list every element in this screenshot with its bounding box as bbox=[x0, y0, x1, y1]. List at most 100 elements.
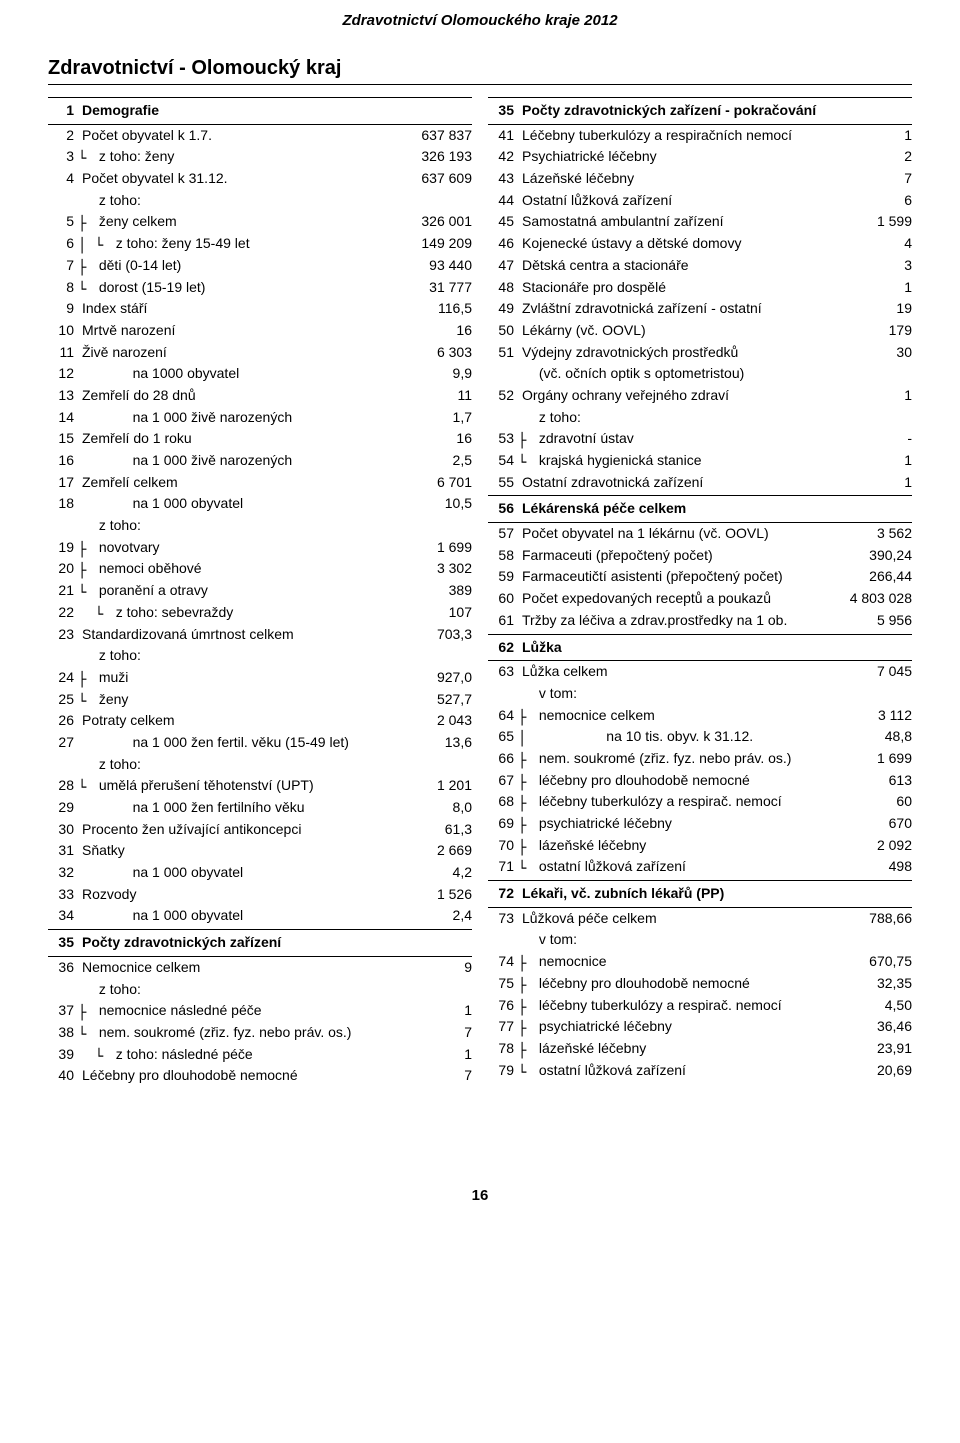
row-label: z toho: bbox=[99, 190, 462, 212]
row-label: na 1 000 živě narozených bbox=[133, 407, 443, 429]
row-label: Léčebny tuberkulózy a respiračních nemoc… bbox=[522, 125, 894, 147]
table-row: 33Rozvody1 526 bbox=[48, 884, 472, 906]
row-value: 3 302 bbox=[431, 558, 472, 580]
row-number: 20 bbox=[48, 558, 74, 580]
table-row: 38└ nem. soukromé (zřiz. fyz. nebo práv.… bbox=[48, 1022, 472, 1044]
row-label: Lůžková péče celkem bbox=[522, 908, 859, 930]
table-row: 71└ ostatní lůžková zařízení498 bbox=[488, 856, 912, 878]
row-number: 4 bbox=[48, 168, 74, 190]
row-number: 48 bbox=[488, 277, 514, 299]
row-label: Demografie bbox=[82, 100, 462, 122]
row-number: 31 bbox=[48, 840, 74, 862]
table-row: 66├ nem. soukromé (zřiz. fyz. nebo práv.… bbox=[488, 748, 912, 770]
row-number: 8 bbox=[48, 277, 74, 299]
row-value: 30 bbox=[890, 342, 912, 364]
tree-indent: └ bbox=[78, 695, 95, 709]
table-row: 22 └ z toho: sebevraždy107 bbox=[48, 602, 472, 624]
table-row: 65│ na 10 tis. obyv. k 31.12.48,8 bbox=[488, 726, 912, 748]
row-value: 1 699 bbox=[871, 748, 912, 770]
region-title: Zdravotnictví - Olomoucký kraj bbox=[48, 57, 912, 85]
row-label: léčebny tuberkulózy a respirač. nemocí bbox=[539, 995, 875, 1017]
row-number: 2 bbox=[48, 125, 74, 147]
tree-indent bbox=[78, 499, 129, 513]
table-row: 8└ dorost (15-19 let)31 777 bbox=[48, 277, 472, 299]
row-number: 73 bbox=[488, 908, 514, 930]
row-label: Zemřelí celkem bbox=[82, 472, 427, 494]
page-number: 16 bbox=[48, 1187, 912, 1204]
tree-indent bbox=[518, 689, 535, 703]
row-label: Farmaceutičtí asistenti (přepočtený poče… bbox=[522, 566, 859, 588]
row-number: 55 bbox=[488, 472, 514, 494]
row-number: 76 bbox=[488, 995, 514, 1017]
table-row: z toho: bbox=[48, 979, 472, 1001]
table-row: 16 na 1 000 živě narozených2,5 bbox=[48, 450, 472, 472]
row-value: 1 699 bbox=[431, 537, 472, 559]
table-row: 45Samostatná ambulantní zařízení1 599 bbox=[488, 211, 912, 233]
table-row: 48Stacionáře pro dospělé1 bbox=[488, 277, 912, 299]
table-row: 70├ lázeňské léčebny2 092 bbox=[488, 835, 912, 857]
table-row: 62Lůžka bbox=[488, 634, 912, 662]
table-row: 53├ zdravotní ústav- bbox=[488, 428, 912, 450]
row-label: lázeňské léčebny bbox=[539, 1038, 867, 1060]
row-value: 1 bbox=[898, 472, 912, 494]
tree-indent: └ bbox=[78, 608, 112, 622]
row-label: Kojenecké ústavy a dětské domovy bbox=[522, 233, 894, 255]
table-row: 41 Léčebny tuberkulózy a respiračních nem… bbox=[488, 125, 912, 147]
row-value: 527,7 bbox=[431, 689, 472, 711]
row-value: 9,9 bbox=[447, 363, 472, 385]
row-label: na 1 000 živě narozených bbox=[133, 450, 443, 472]
row-number: 56 bbox=[488, 498, 514, 520]
row-value: 5 956 bbox=[871, 610, 912, 632]
row-label: Léčebny pro dlouhodobě nemocné bbox=[82, 1065, 454, 1087]
row-value: 8,0 bbox=[447, 797, 472, 819]
row-label: Zemřelí do 1 roku bbox=[82, 428, 446, 450]
row-label: léčebny tuberkulózy a respirač. nemocí bbox=[539, 791, 887, 813]
row-label: Procento žen užívající antikoncepci bbox=[82, 819, 435, 841]
row-number: 58 bbox=[488, 545, 514, 567]
row-label: nemocnice následné péče bbox=[99, 1000, 454, 1022]
row-number: 77 bbox=[488, 1016, 514, 1038]
row-value: 6 701 bbox=[431, 472, 472, 494]
tree-indent: └ bbox=[78, 1050, 112, 1064]
tree-indent: ├ bbox=[518, 957, 535, 971]
table-row: z toho: bbox=[48, 190, 472, 212]
row-label: léčebny pro dlouhodobě nemocné bbox=[539, 973, 867, 995]
row-value: 927,0 bbox=[431, 667, 472, 689]
tree-indent: ├ bbox=[518, 434, 535, 448]
row-number: 66 bbox=[488, 748, 514, 770]
row-value: 19 bbox=[890, 298, 912, 320]
row-label: Sňatky bbox=[82, 840, 427, 862]
row-value: 788,66 bbox=[863, 908, 912, 930]
row-value: 4 bbox=[898, 233, 912, 255]
row-label: psychiatrické léčebny bbox=[539, 813, 879, 835]
tree-indent bbox=[78, 760, 95, 774]
tree-indent: └ bbox=[518, 456, 535, 470]
table-row: 7├ děti (0-14 let)93 440 bbox=[48, 255, 472, 277]
row-number: 10 bbox=[48, 320, 74, 342]
tree-indent: ├ bbox=[518, 841, 535, 855]
row-label: ostatní lůžková zařízení bbox=[539, 1060, 867, 1082]
table-row: 31Sňatky2 669 bbox=[48, 840, 472, 862]
table-row: 35Počty zdravotnických zařízení bbox=[48, 929, 472, 957]
row-label: na 1000 obyvatel bbox=[133, 363, 443, 385]
row-label: nemocnice bbox=[539, 951, 859, 973]
row-number: 47 bbox=[488, 255, 514, 277]
row-value: 498 bbox=[883, 856, 912, 878]
table-row: 14 na 1 000 živě narozených1,7 bbox=[48, 407, 472, 429]
row-value: 11 bbox=[451, 385, 472, 407]
table-row: 6│ └ z toho: ženy 15-49 let149 209 bbox=[48, 233, 472, 255]
row-label: umělá přerušení těhotenství (UPT) bbox=[99, 775, 427, 797]
row-value: 4 803 028 bbox=[844, 588, 912, 610]
row-number: 41 bbox=[488, 125, 514, 147]
row-number: 60 bbox=[488, 588, 514, 610]
row-label: z toho: ženy bbox=[99, 146, 412, 168]
tree-indent bbox=[518, 369, 535, 383]
table-row: v tom: bbox=[488, 683, 912, 705]
row-number: 63 bbox=[488, 661, 514, 683]
row-number: 46 bbox=[488, 233, 514, 255]
row-label: Počty zdravotnických zařízení - pokračov… bbox=[522, 100, 902, 122]
row-number: 57 bbox=[488, 523, 514, 545]
tree-indent: ├ bbox=[518, 711, 535, 725]
row-number: 71 bbox=[488, 856, 514, 878]
row-label: Ostatní lůžková zařízení bbox=[522, 190, 894, 212]
